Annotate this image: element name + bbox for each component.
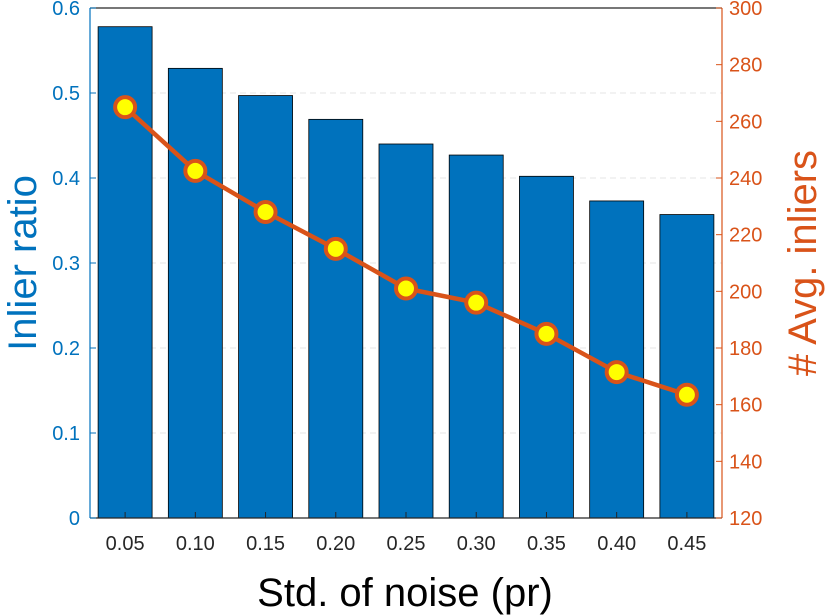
right-tick-label: 160 [729,395,762,417]
point-0.10 [183,158,208,183]
point-0.30 [464,290,489,315]
point-0.05 [113,95,138,120]
point-0.20 [323,236,348,261]
left-tick-label: 0.5 [52,83,80,105]
point-0.35 [534,321,559,346]
x-tick-label: 0.40 [597,533,636,555]
x-tick-label: 0.15 [246,533,285,555]
axes: 0 0.1 0.2 0.3 0.4 0.5 0.6 120 140 160 180 200 220 240… [52,0,762,555]
right-tick-label: 220 [729,225,762,247]
right-tick-label: 140 [729,451,762,473]
x-tick-label: 0.25 [387,533,426,555]
left-tick-label: 0.6 [52,0,80,20]
x-tick-label: 0.30 [457,533,496,555]
right-tick-label: 300 [729,0,762,20]
point-0.45 [674,382,699,407]
left-tick-label: 0.2 [52,338,80,360]
x-tick-label: 0.10 [176,533,215,555]
x-tick-label: 0.20 [316,533,355,555]
point-0.25 [394,276,418,301]
x-tick-label: 0.45 [667,533,706,555]
right-tick-label: 180 [729,338,762,360]
bar-0.45 [659,214,715,519]
right-tick-label: 200 [729,281,762,303]
left-axis-label: Inlier ratio [1,175,45,351]
bar-0.25 [378,143,434,519]
right-tick-label: 120 [729,508,762,530]
left-tick-label: 0 [69,508,80,530]
bar-series [97,26,715,519]
axis-labels: Std. of noise (pr) Inlier ratio # Avg. i… [1,150,825,615]
right-tick-label: 280 [729,55,762,77]
bar-0.10 [167,67,223,519]
point-0.40 [604,360,629,385]
bar-0.40 [589,200,645,519]
right-tick-label: 260 [729,111,762,133]
left-tick-label: 0.1 [52,423,80,445]
bar-0.20 [308,118,364,519]
right-tick-label: 240 [729,168,762,190]
x-tick-label: 0.05 [106,533,145,555]
x-axis-label: Std. of noise (pr) [257,571,553,615]
left-tick-label: 0.4 [52,168,80,190]
bar-0.30 [448,154,504,519]
x-tick-label: 0.35 [527,533,566,555]
right-axis-label: # Avg. inliers [781,150,825,376]
bar-0.35 [519,175,574,519]
left-tick-label: 0.3 [52,253,80,275]
line-series [113,95,699,407]
point-0.15 [253,200,278,224]
bar-0.15 [238,95,293,519]
